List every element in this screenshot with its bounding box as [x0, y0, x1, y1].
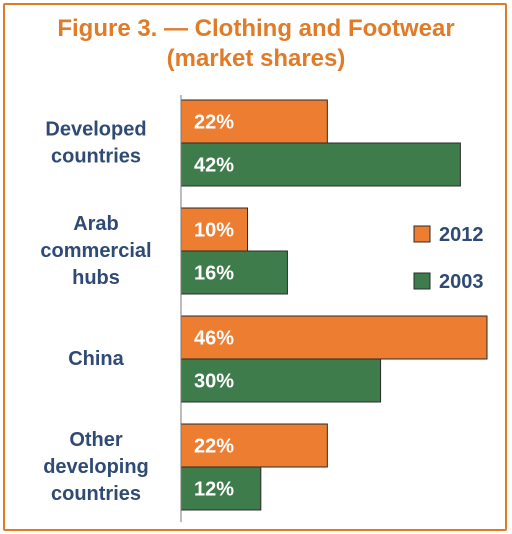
legend-label-2012: 2012 [439, 224, 484, 246]
category-label: Other [69, 429, 123, 451]
bar-2003-1 [180, 250, 288, 295]
category-label: commercial [40, 240, 151, 262]
legend-swatch-2012 [413, 225, 431, 243]
chart-title-line1: Figure 3. — Clothing and Footwear [57, 15, 455, 42]
bar-2003-3 [180, 466, 262, 511]
bar-2012-1 [180, 207, 249, 252]
bar-value-label: 30% [194, 371, 234, 393]
bar-2003-0 [180, 142, 461, 187]
legend-label-2003: 2003 [439, 271, 484, 293]
bar-2012-3 [180, 423, 328, 468]
bar-value-label: 42% [194, 155, 234, 177]
bar-value-label: 22% [194, 112, 234, 134]
bar-value-label: 12% [194, 479, 234, 501]
category-label: countries [51, 146, 141, 168]
chart-title: Figure 3. — Clothing and Footwear (marke… [0, 14, 512, 74]
category-label: China [68, 348, 124, 370]
bar-2012-2 [180, 315, 488, 360]
bar-2003-2 [180, 358, 382, 403]
bar-value-label: 10% [194, 220, 234, 242]
bar-value-label: 16% [194, 263, 234, 285]
bar-value-label: 46% [194, 328, 234, 350]
category-label: developing [43, 456, 149, 478]
category-label: hubs [72, 267, 120, 289]
category-label: Arab [73, 213, 119, 235]
chart-title-line2: (market shares) [166, 45, 346, 72]
category-label: Developed [45, 119, 146, 141]
legend-swatch-2003 [413, 272, 431, 290]
bar-value-label: 22% [194, 436, 234, 458]
category-label: countries [51, 483, 141, 505]
